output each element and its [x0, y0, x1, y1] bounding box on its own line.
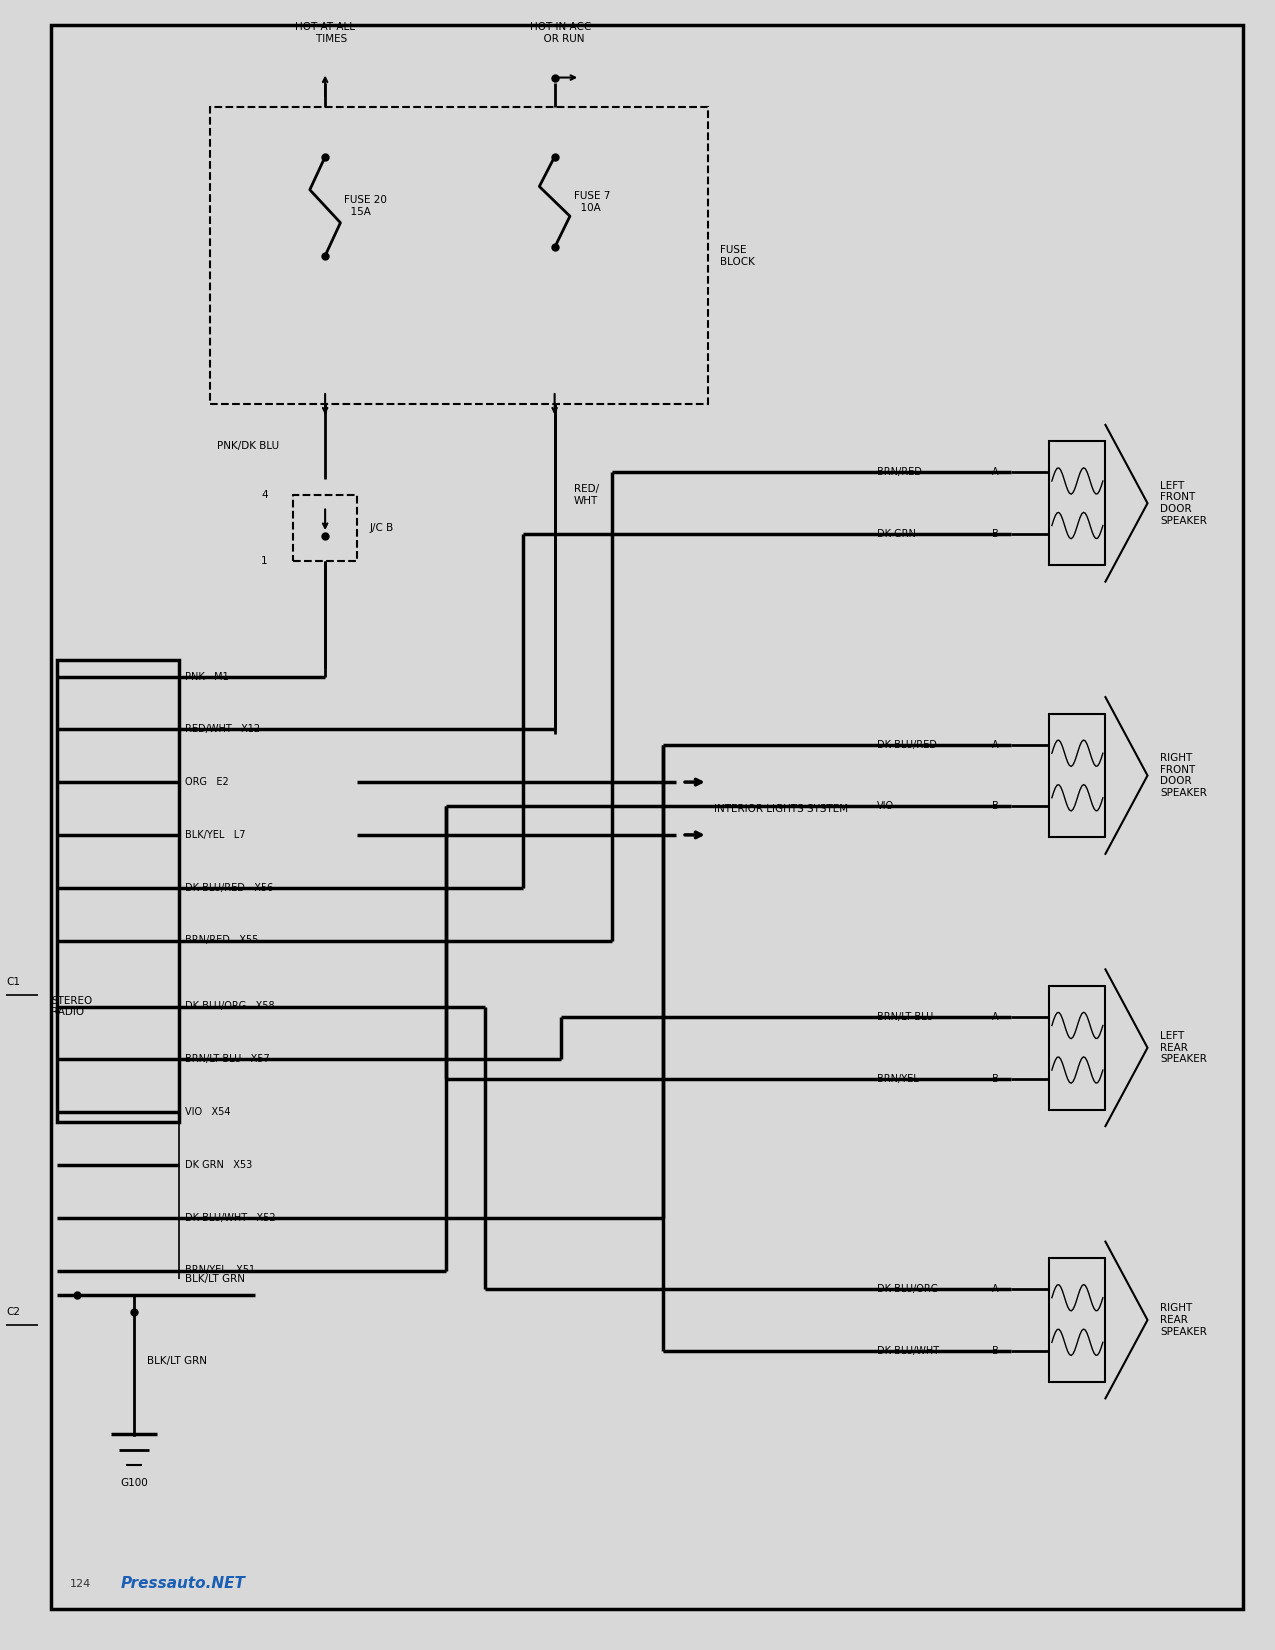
- Text: VIO   X54: VIO X54: [185, 1107, 231, 1117]
- Text: RIGHT
REAR
SPEAKER: RIGHT REAR SPEAKER: [1160, 1304, 1207, 1336]
- Text: DK BLU/WHT   X52: DK BLU/WHT X52: [185, 1213, 275, 1223]
- Text: BLK/LT GRN: BLK/LT GRN: [185, 1274, 245, 1284]
- Text: BRN/RED: BRN/RED: [877, 467, 922, 477]
- Bar: [1049, 713, 1105, 837]
- Text: DK GRN   X53: DK GRN X53: [185, 1160, 252, 1170]
- Bar: [1049, 441, 1105, 564]
- Text: B: B: [992, 1346, 998, 1356]
- Text: BRN/YEL: BRN/YEL: [877, 1074, 919, 1084]
- Text: BRN/RED   X55: BRN/RED X55: [185, 936, 259, 945]
- Text: FUSE 7
  10A: FUSE 7 10A: [574, 191, 611, 213]
- Bar: [210, 107, 708, 404]
- Bar: [1049, 1257, 1105, 1383]
- Bar: [1049, 987, 1105, 1109]
- Text: 4: 4: [261, 490, 268, 500]
- Text: DK BLU/ORG: DK BLU/ORG: [877, 1284, 938, 1294]
- Text: STEREO
RADIO: STEREO RADIO: [51, 995, 92, 1018]
- Text: A: A: [992, 739, 998, 749]
- Text: FUSE
BLOCK: FUSE BLOCK: [720, 244, 755, 267]
- Text: BRN/YEL   X51: BRN/YEL X51: [185, 1266, 255, 1275]
- Text: B: B: [992, 530, 998, 540]
- Text: RED/WHT   X12: RED/WHT X12: [185, 724, 260, 734]
- Text: HOT AT ALL
    TIMES: HOT AT ALL TIMES: [295, 21, 356, 45]
- Bar: [293, 495, 357, 561]
- Text: BRN/LT BLU   X57: BRN/LT BLU X57: [185, 1054, 269, 1064]
- Text: C2: C2: [6, 1307, 20, 1317]
- Text: J/C B: J/C B: [370, 523, 394, 533]
- Text: Pressauto.NET: Pressauto.NET: [121, 1576, 246, 1592]
- Text: PNK/DK BLU: PNK/DK BLU: [217, 441, 279, 450]
- Text: DK GRN: DK GRN: [877, 530, 915, 540]
- Text: DK BLU/WHT: DK BLU/WHT: [877, 1346, 940, 1356]
- Text: A: A: [992, 1011, 998, 1021]
- Text: C1: C1: [6, 977, 20, 987]
- Text: PNK   M1: PNK M1: [185, 672, 228, 681]
- Text: DK BLU/RED: DK BLU/RED: [877, 739, 937, 749]
- Bar: [57, 660, 178, 1122]
- Text: BRN/LT BLU: BRN/LT BLU: [877, 1011, 933, 1021]
- Text: DK BLU/RED   X56: DK BLU/RED X56: [185, 883, 273, 893]
- Text: RED/
WHT: RED/ WHT: [574, 483, 599, 507]
- Text: FUSE 20
  15A: FUSE 20 15A: [344, 195, 388, 218]
- Text: LEFT
REAR
SPEAKER: LEFT REAR SPEAKER: [1160, 1031, 1207, 1064]
- Text: A: A: [992, 1284, 998, 1294]
- Text: B: B: [992, 802, 998, 812]
- Text: BLK/LT GRN: BLK/LT GRN: [147, 1356, 207, 1366]
- Text: INTERIOR LIGHTS SYSTEM: INTERIOR LIGHTS SYSTEM: [714, 804, 848, 813]
- Text: HOT IN ACC
  OR RUN: HOT IN ACC OR RUN: [530, 21, 592, 45]
- Text: RIGHT
FRONT
DOOR
SPEAKER: RIGHT FRONT DOOR SPEAKER: [1160, 752, 1207, 799]
- Text: 1: 1: [261, 556, 268, 566]
- Text: G100: G100: [120, 1478, 148, 1488]
- Text: A: A: [992, 467, 998, 477]
- Text: VIO: VIO: [877, 802, 894, 812]
- Text: LEFT
FRONT
DOOR
SPEAKER: LEFT FRONT DOOR SPEAKER: [1160, 480, 1207, 526]
- Text: 124: 124: [70, 1579, 92, 1589]
- Text: DK BLU/ORG   X58: DK BLU/ORG X58: [185, 1002, 274, 1011]
- Text: BLK/YEL   L7: BLK/YEL L7: [185, 830, 245, 840]
- Text: B: B: [992, 1074, 998, 1084]
- Text: ORG   E2: ORG E2: [185, 777, 228, 787]
